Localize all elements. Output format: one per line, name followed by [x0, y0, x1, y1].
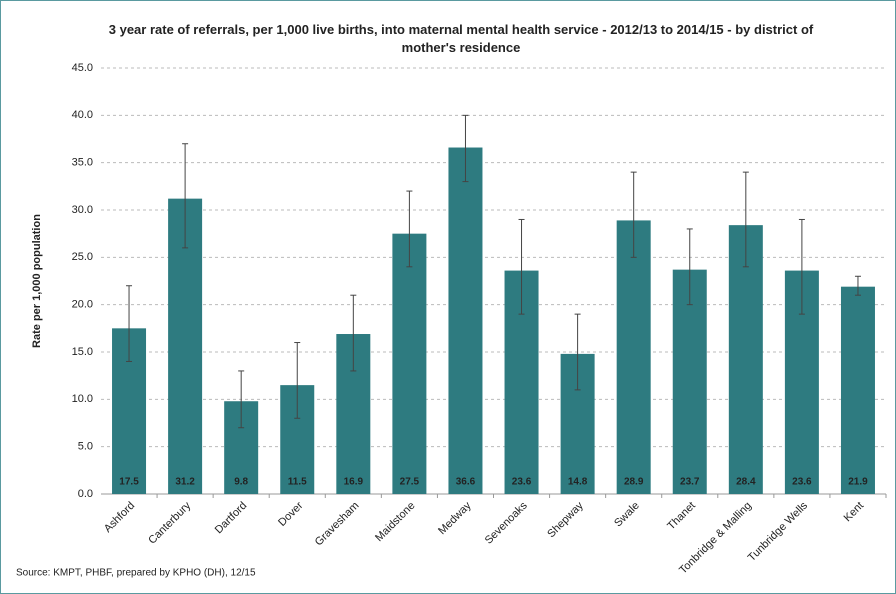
value-label: 23.7 [680, 477, 700, 488]
x-tick-label: Canterbury [146, 499, 193, 546]
x-tick-label: Sevenoaks [483, 499, 530, 546]
bar [616, 220, 651, 494]
value-label: 23.6 [792, 477, 812, 488]
value-label: 28.9 [624, 477, 644, 488]
y-tick-label: 30.0 [72, 204, 93, 216]
x-tick-label: Shepway [545, 499, 586, 540]
bar [448, 147, 483, 494]
value-label: 16.9 [344, 477, 364, 488]
y-tick-label: 15.0 [72, 346, 93, 358]
y-tick-label: 45.0 [72, 62, 93, 74]
bar [392, 233, 427, 494]
bar [840, 286, 875, 494]
y-tick-label: 20.0 [72, 299, 93, 311]
bar [672, 269, 707, 494]
y-tick-label: 10.0 [72, 393, 93, 405]
value-label: 11.5 [288, 477, 307, 488]
chart-title: 3 year rate of referrals, per 1,000 live… [108, 22, 814, 55]
x-tick-label: Gravesham [313, 500, 362, 549]
x-tick-label: Swale [612, 500, 642, 530]
x-tick-label: Dartford [213, 500, 250, 537]
value-label: 17.5 [119, 477, 139, 488]
y-tick-label: 35.0 [72, 157, 93, 169]
value-label: 9.8 [234, 477, 248, 488]
value-label: 21.9 [848, 477, 868, 488]
value-label: 31.2 [175, 477, 195, 488]
source-note: Source: KMPT, PHBF, prepared by KPHO (DH… [16, 568, 256, 579]
y-tick-label: 40.0 [72, 109, 93, 121]
bar [728, 225, 763, 494]
x-tick-label: Medway [436, 499, 474, 537]
y-tick-label: 5.0 [78, 441, 93, 453]
y-tick-label: 25.0 [72, 251, 93, 263]
x-tick-label: Ashford [102, 500, 137, 535]
y-axis-label: Rate per 1,000 population [31, 214, 43, 348]
x-tick-label: Maidstone [373, 500, 417, 544]
value-label: 14.8 [568, 477, 588, 488]
value-label: 36.6 [456, 477, 476, 488]
x-tick-label: Kent [842, 500, 866, 524]
x-tick-label: Tunbridge Wells [746, 499, 811, 564]
value-label: 27.5 [400, 477, 420, 488]
y-tick-label: 0.0 [78, 488, 93, 500]
value-label: 28.4 [736, 477, 756, 488]
value-label: 23.6 [512, 477, 532, 488]
x-tick-label: Thanet [665, 500, 698, 533]
x-tick-label: Dover [276, 499, 305, 528]
